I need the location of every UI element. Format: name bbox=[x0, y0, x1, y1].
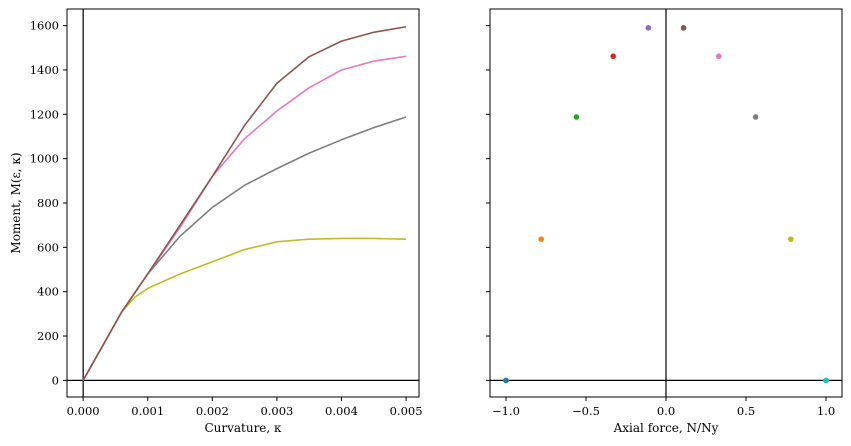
left-ticks: 0.000 0.001 0.002 0.003 0.004 0.005 0 200 400 600… bbox=[30, 19, 423, 418]
left-y-tick-label-8: 1600 bbox=[30, 19, 59, 33]
right-axes-frame bbox=[489, 8, 843, 398]
scatter-point-7 bbox=[752, 114, 759, 120]
left-x-tick-label-2: 0.002 bbox=[196, 404, 229, 418]
scatter-point-9 bbox=[823, 377, 829, 384]
series-line-0 bbox=[82, 237, 407, 381]
left-y-tick-label-7: 1400 bbox=[30, 63, 59, 77]
left-plot: 0.000 0.001 0.002 0.003 0.004 0.005 0 200 400 600… bbox=[9, 8, 423, 435]
right-x-tick-label-1: −0.5 bbox=[572, 404, 600, 418]
scatter-point-0 bbox=[503, 377, 509, 384]
right-plot: −1.0 −0.5 0.0 0.5 1.0 Axial force, N/Ny bbox=[486, 8, 843, 435]
scatter-point-2 bbox=[573, 114, 580, 120]
right-x-tick-label-2: 0.0 bbox=[657, 404, 675, 418]
series-line-2 bbox=[82, 55, 407, 381]
scatter-point-4 bbox=[645, 25, 652, 31]
left-x-tick-label-0: 0.000 bbox=[67, 404, 100, 418]
left-series-lines bbox=[67, 9, 419, 397]
left-y-tick-label-2: 400 bbox=[37, 285, 59, 299]
left-x-tick-label-5: 0.005 bbox=[390, 404, 423, 418]
left-x-tick-label-3: 0.003 bbox=[260, 404, 293, 418]
scatter-point-3 bbox=[610, 53, 616, 60]
left-y-tick-label-1: 200 bbox=[37, 329, 59, 343]
scatter-point-6 bbox=[716, 53, 722, 60]
series-line-1 bbox=[82, 116, 407, 381]
left-axes-frame bbox=[66, 8, 420, 398]
left-x-tick-label-4: 0.004 bbox=[325, 404, 358, 418]
right-x-tick-label-0: −1.0 bbox=[492, 404, 520, 418]
left-y-tick-label-4: 800 bbox=[37, 196, 59, 210]
right-x-axis-label: Axial force, N/Ny bbox=[613, 421, 719, 435]
right-x-tick-label-4: 1.0 bbox=[817, 404, 835, 418]
right-scatter-points bbox=[490, 9, 842, 397]
right-x-tick-label-3: 0.5 bbox=[737, 404, 755, 418]
scatter-point-8 bbox=[788, 236, 794, 242]
scatter-point-5 bbox=[680, 25, 687, 31]
series-line-3 bbox=[82, 25, 407, 381]
left-y-tick-label-6: 1200 bbox=[30, 107, 59, 121]
left-y-axis-label: Moment, M(ε, κ) bbox=[9, 152, 23, 253]
left-y-tick-label-0: 0 bbox=[52, 373, 59, 387]
left-x-tick-label-1: 0.001 bbox=[131, 404, 164, 418]
right-ticks: −1.0 −0.5 0.0 0.5 1.0 bbox=[486, 25, 835, 418]
left-y-tick-label-5: 1000 bbox=[30, 152, 59, 166]
left-x-axis-label: Curvature, κ bbox=[204, 421, 282, 435]
left-y-tick-label-3: 600 bbox=[37, 240, 59, 254]
scatter-point-1 bbox=[538, 236, 544, 242]
